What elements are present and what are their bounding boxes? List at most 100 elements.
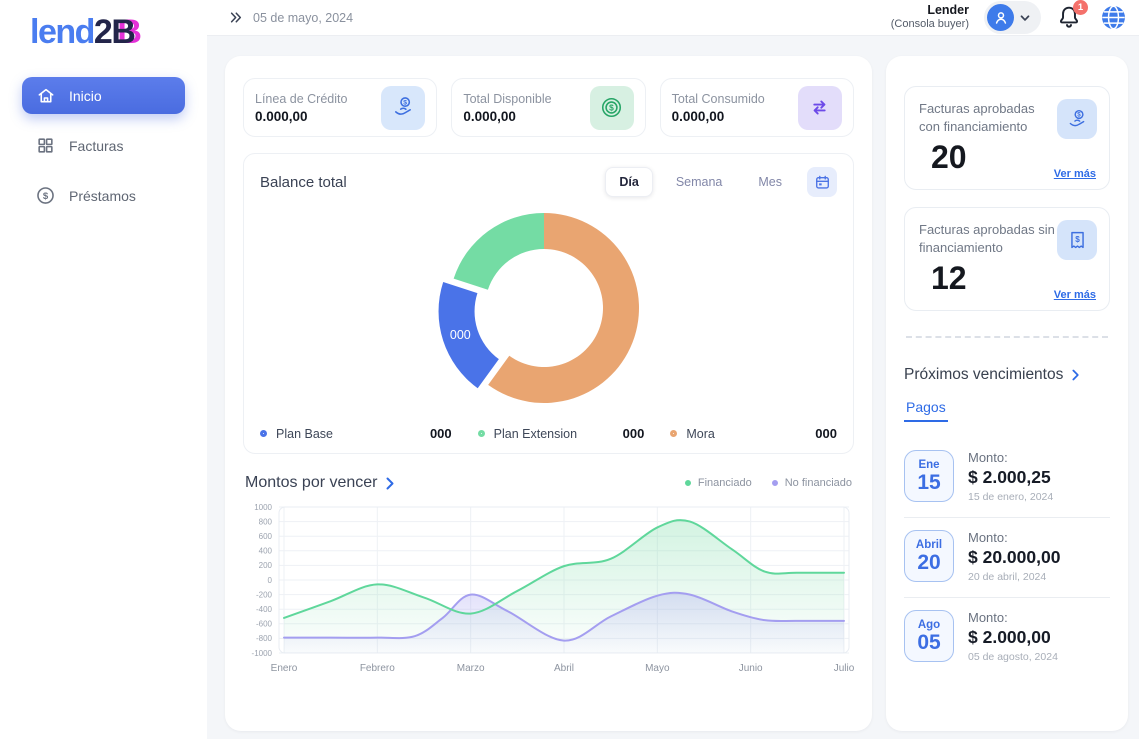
payments-list: Ene 15 Monto: $ 2.000,25 15 de enero, 20…: [904, 438, 1110, 677]
montos-header: Montos por vencer Financiado No financia…: [245, 474, 852, 492]
legend-value: 000: [622, 426, 645, 441]
notifications-button[interactable]: 1: [1056, 0, 1088, 33]
card-title: Facturas aprobadas con financiamiento: [919, 101, 1035, 134]
sidebar-item-label: Préstamos: [69, 187, 136, 204]
series-line-no-financiado[interactable]: [283, 591, 845, 642]
stat-cards-row: Línea de Crédito 0.000,00 $ Total Dispon…: [243, 78, 854, 137]
approved-without-financing-card: Facturas aprobadas sin financiamiento $ …: [904, 207, 1110, 311]
content-area: Línea de Crédito 0.000,00 $ Total Dispon…: [207, 36, 1139, 739]
area-fill-no-financiado: [284, 592, 844, 653]
montos-area-chart: 1000 800 600 400 200 0 -200 -400 -600 -800 -1000 En…: [243, 502, 854, 676]
y-tick-label: -400: [256, 605, 273, 614]
stat-label: Total Consumido: [671, 91, 765, 106]
plan-extension-dot-icon: [477, 430, 485, 437]
montos-title-row[interactable]: Montos por vencer: [245, 474, 395, 492]
plan-base-dot-icon: [260, 430, 267, 437]
ver-mas-link[interactable]: Ver más: [1053, 289, 1096, 301]
payment-amount: $ 20.000,00: [968, 547, 1061, 567]
language-button[interactable]: [1099, 4, 1127, 32]
sidebar-nav: Inicio Facturas $ Préstamos: [0, 77, 207, 214]
approved-count: 20: [931, 139, 967, 176]
legend-item-financiado: Financiado: [684, 477, 752, 489]
user-name: Lender: [927, 2, 969, 17]
chevron-down-icon: [1018, 11, 1032, 25]
payment-date: 05 de agosto, 2024: [968, 651, 1058, 663]
sidebar-item-facturas[interactable]: Facturas: [22, 127, 185, 164]
donut-segment-mora[interactable]: [488, 213, 639, 403]
payment-item[interactable]: Abril 20 Monto: $ 20.000,00 20 de abril,…: [904, 517, 1110, 597]
chevron-right-icon: [386, 477, 394, 489]
no-financiado-dot-icon: [771, 480, 778, 486]
donut-segment-plan-extension[interactable]: [453, 213, 544, 290]
transfer-icon: [797, 85, 842, 130]
grid-icon: [35, 135, 56, 156]
payment-info: Monto: $ 2.000,00 05 de agosto, 2024: [968, 610, 1058, 663]
calendar-button[interactable]: [807, 167, 837, 197]
legend-label: No financiado: [784, 477, 852, 489]
payment-date: 20 de abril, 2024: [968, 571, 1047, 583]
tab-semana[interactable]: Semana: [675, 175, 723, 189]
user-role: (Consola buyer): [890, 18, 969, 31]
balance-total-card: Balance total Día Semana Mes 000 Plan Ba…: [243, 153, 854, 454]
current-date: 05 de mayo, 2024: [253, 10, 354, 25]
period-tabs: Día Semana Mes: [605, 167, 837, 197]
y-tick-label: 200: [259, 561, 273, 570]
logo-text-lend: lend: [30, 13, 95, 51]
stat-text: Total Consumido 0.000,00: [672, 92, 765, 124]
approved-with-financing-card: Facturas aprobadas con financiamiento $ …: [904, 86, 1110, 190]
badge-day: 05: [917, 631, 941, 654]
sidebar-item-prestamos[interactable]: $ Préstamos: [22, 177, 185, 214]
legend-label: Plan Extension: [493, 426, 578, 441]
svg-text:$: $: [1075, 235, 1080, 244]
legend-item-plan-extension: Plan Extension 000: [477, 426, 645, 441]
ver-mas-link[interactable]: Ver más: [1053, 168, 1096, 180]
tab-mes[interactable]: Mes: [758, 175, 782, 189]
collapse-sidebar-icon[interactable]: [227, 9, 244, 26]
payment-info: Monto: $ 20.000,00 20 de abril, 2024: [968, 530, 1060, 583]
logo-text-b: B: [111, 13, 136, 51]
stat-text: Total Disponible 0.000,00: [463, 92, 551, 124]
balance-title: Balance total: [260, 173, 347, 191]
amount-label: Monto:: [968, 610, 1008, 625]
hand-coin-icon: $: [381, 85, 426, 130]
x-tick-label: Junio: [739, 663, 763, 674]
legend-item-plan-base: Plan Base 000: [260, 426, 452, 441]
topbar: 05 de mayo, 2024 Lender (Consola buyer) …: [207, 0, 1139, 36]
mora-dot-icon: [670, 430, 678, 437]
right-panel: Facturas aprobadas con financiamiento $ …: [886, 56, 1128, 731]
stat-value: 0.000,00: [255, 108, 308, 124]
sidebar-item-inicio[interactable]: Inicio: [22, 77, 185, 114]
y-tick-label: 0: [268, 576, 273, 585]
series-line-financiado[interactable]: [283, 519, 845, 619]
legend-value: 000: [815, 426, 837, 441]
x-tick-label: Abril: [554, 663, 574, 674]
stat-value: 0.000,00: [463, 108, 516, 124]
user-menu-button[interactable]: [984, 1, 1041, 34]
hand-coin-icon: $: [1057, 99, 1097, 139]
payment-date-badge: Ago 05: [904, 610, 954, 662]
logo-text-2: 2: [93, 13, 113, 51]
avatar: [987, 4, 1014, 31]
financiado-dot-icon: [684, 480, 691, 486]
legend-value: 000: [429, 426, 452, 441]
dashed-divider: [906, 336, 1108, 338]
svg-text:$: $: [609, 102, 614, 112]
tab-dia[interactable]: Día: [605, 167, 653, 197]
donut-segment-label: 000: [450, 328, 471, 342]
payment-item[interactable]: Ene 15 Monto: $ 2.000,25 15 de enero, 20…: [904, 438, 1110, 517]
receipt-icon: $: [1057, 220, 1097, 260]
payment-date-badge: Ene 15: [904, 450, 954, 502]
upcoming-title-row[interactable]: Próximos vencimientos: [904, 366, 1110, 384]
payment-item[interactable]: Ago 05 Monto: $ 2.000,00 05 de agosto, 2…: [904, 597, 1110, 677]
montos-title: Montos por vencer: [245, 474, 378, 491]
sidebar-item-label: Inicio: [69, 87, 102, 104]
balance-header: Balance total Día Semana Mes: [260, 167, 837, 197]
upcoming-title: Próximos vencimientos: [904, 366, 1064, 383]
approved-count: 12: [931, 260, 967, 297]
brand-logo: lend2B: [0, 0, 207, 52]
badge-month: Ene: [918, 459, 940, 471]
badge-month: Ago: [917, 619, 941, 631]
tab-pagos[interactable]: Pagos: [904, 399, 948, 422]
donut-segment-plan-base[interactable]: [438, 282, 499, 389]
x-tick-label: Enero: [271, 663, 298, 674]
